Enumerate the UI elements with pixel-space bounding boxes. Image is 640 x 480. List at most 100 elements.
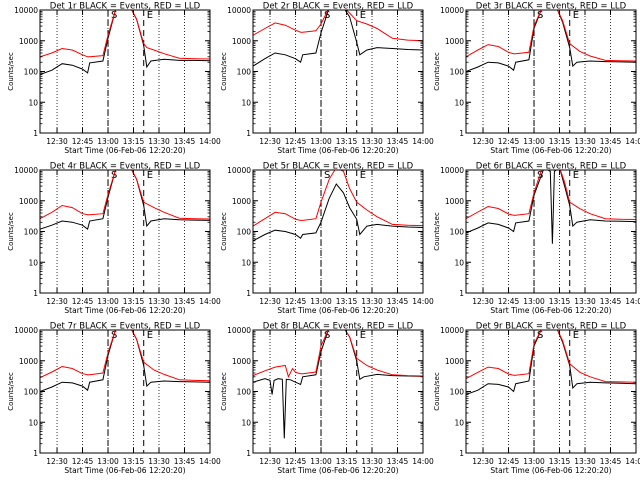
- x-tick-label: 12:45: [498, 297, 520, 306]
- x-tick-label: 13:00: [523, 137, 545, 146]
- x-axis-label: Start Time (06-Feb-06 12:20:20): [277, 146, 398, 155]
- marker-label-s: S: [537, 330, 543, 341]
- x-tick-label: 12:45: [285, 137, 307, 146]
- x-tick-label: 14:00: [625, 457, 640, 466]
- x-tick-label: 13:45: [174, 137, 196, 146]
- x-tick-label: 14:00: [625, 297, 640, 306]
- x-tick-label: 13:15: [336, 137, 358, 146]
- x-tick-label: 12:30: [259, 297, 281, 306]
- y-tick-label: 10000: [227, 166, 251, 175]
- marker-label-s: S: [537, 170, 543, 181]
- plot-title: Det 6r BLACK = Events, RED = LLD: [476, 162, 627, 172]
- plot-title: Det 1r BLACK = Events, RED = LLD: [50, 2, 201, 12]
- x-tick-label: 12:45: [285, 297, 307, 306]
- y-tick-label: 100: [237, 388, 252, 397]
- marker-label-s: S: [324, 170, 330, 181]
- y-tick-label: 10: [28, 258, 38, 267]
- y-axis-label: Counts/sec: [220, 212, 228, 251]
- x-tick-label: 12:30: [472, 137, 494, 146]
- plot-title: Det 8r BLACK = Events, RED = LLD: [263, 322, 414, 332]
- x-tick-label: 14:00: [412, 137, 434, 146]
- marker-label-e: E: [573, 170, 579, 181]
- x-tick-label: 13:30: [148, 457, 170, 466]
- x-tick-label: 13:00: [97, 297, 119, 306]
- y-tick-label: 10: [454, 98, 464, 107]
- series-line-events: [40, 10, 210, 75]
- marker-label-e: E: [573, 330, 579, 341]
- x-axis-label: Start Time (06-Feb-06 12:20:20): [64, 306, 185, 315]
- x-tick-label: 13:45: [174, 297, 196, 306]
- series-line-lld: [253, 10, 423, 42]
- x-tick-label: 13:45: [387, 137, 409, 146]
- y-tick-label: 1000: [445, 357, 464, 366]
- y-tick-label: 10: [241, 258, 251, 267]
- x-axis-label: Start Time (06-Feb-06 12:20:20): [277, 466, 398, 475]
- y-axis-label: Counts/sec: [7, 212, 15, 251]
- y-tick-label: 1: [33, 289, 38, 298]
- x-tick-label: 12:30: [259, 457, 281, 466]
- x-tick-label: 13:00: [310, 297, 332, 306]
- y-tick-label: 10000: [440, 326, 464, 335]
- x-tick-label: 13:15: [123, 457, 145, 466]
- series-line-events: [40, 330, 210, 392]
- x-tick-label: 14:00: [412, 457, 434, 466]
- y-tick-label: 1: [459, 129, 464, 138]
- x-tick-label: 14:00: [199, 297, 221, 306]
- plot-title: Det 4r BLACK = Events, RED = LLD: [50, 162, 201, 172]
- x-tick-label: 13:00: [523, 297, 545, 306]
- marker-label-e: E: [147, 10, 153, 21]
- series-line-events: [253, 330, 423, 439]
- y-tick-label: 1000: [19, 197, 38, 206]
- series-line-lld: [253, 170, 423, 227]
- marker-label-e: E: [360, 10, 366, 21]
- y-tick-label: 1: [246, 129, 251, 138]
- y-tick-label: 10000: [14, 326, 38, 335]
- x-tick-label: 12:45: [72, 297, 94, 306]
- x-tick-label: 13:00: [97, 457, 119, 466]
- x-tick-label: 13:15: [549, 297, 571, 306]
- marker-label-e: E: [360, 330, 366, 341]
- x-tick-label: 13:30: [574, 297, 596, 306]
- x-tick-label: 12:30: [46, 297, 68, 306]
- y-tick-label: 1: [459, 449, 464, 458]
- series-line-lld: [466, 170, 636, 220]
- plot-title: Det 3r BLACK = Events, RED = LLD: [476, 2, 627, 12]
- y-tick-label: 10000: [227, 6, 251, 15]
- series-line-lld: [40, 10, 210, 60]
- y-tick-label: 10000: [227, 326, 251, 335]
- x-tick-label: 13:00: [97, 137, 119, 146]
- plot-title: Det 7r BLACK = Events, RED = LLD: [50, 322, 201, 332]
- x-tick-label: 12:45: [285, 457, 307, 466]
- x-tick-label: 13:30: [148, 137, 170, 146]
- x-tick-label: 13:00: [310, 137, 332, 146]
- y-tick-label: 1000: [445, 37, 464, 46]
- x-tick-label: 13:30: [361, 297, 383, 306]
- series-line-lld: [40, 330, 210, 382]
- x-tick-label: 14:00: [199, 457, 221, 466]
- plot-title: Det 9r BLACK = Events, RED = LLD: [476, 322, 627, 332]
- y-tick-label: 1000: [232, 197, 251, 206]
- y-tick-label: 10: [28, 418, 38, 427]
- marker-label-e: E: [360, 170, 366, 181]
- y-tick-label: 10000: [14, 166, 38, 175]
- x-axis-label: Start Time (06-Feb-06 12:20:20): [64, 146, 185, 155]
- x-tick-label: 13:15: [336, 297, 358, 306]
- y-tick-label: 1000: [445, 197, 464, 206]
- y-tick-label: 1: [459, 289, 464, 298]
- x-tick-label: 13:30: [574, 137, 596, 146]
- x-tick-label: 13:15: [549, 137, 571, 146]
- y-tick-label: 10000: [14, 6, 38, 15]
- series-line-events: [466, 330, 636, 395]
- y-axis-label: Counts/sec: [220, 372, 228, 411]
- x-tick-label: 12:45: [72, 457, 94, 466]
- y-tick-label: 10000: [440, 6, 464, 15]
